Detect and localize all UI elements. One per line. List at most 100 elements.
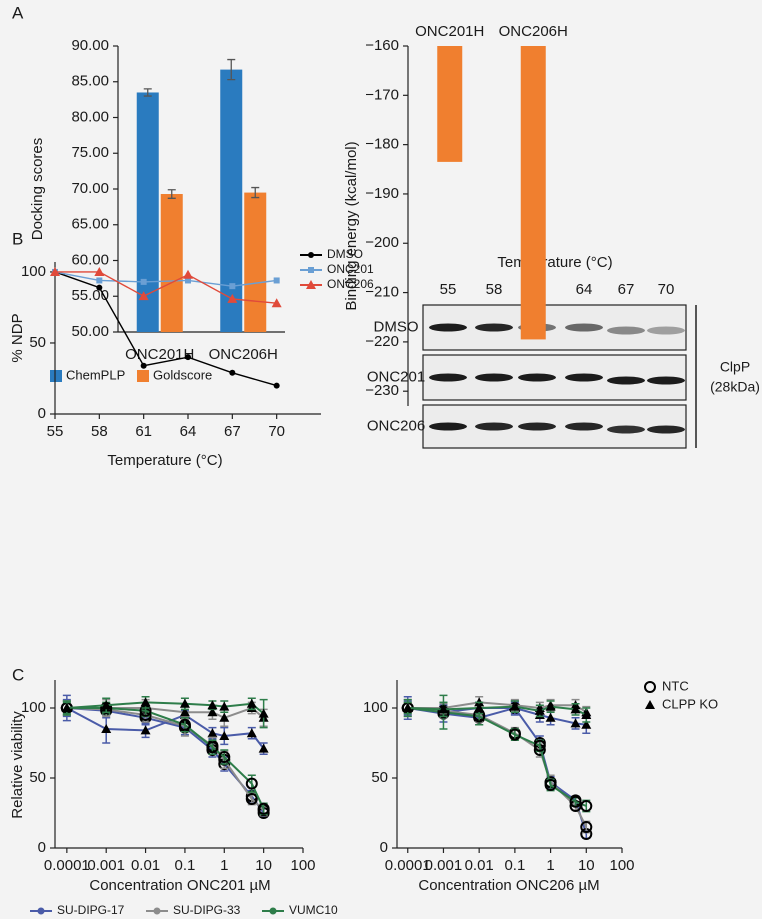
- y-axis-label: Relative viability: [9, 711, 26, 819]
- legend-marker: [153, 907, 161, 915]
- y-tick-label: 0: [38, 839, 46, 856]
- lane-label: 67: [618, 281, 635, 298]
- legend-label: SU-DIPG-17: [57, 903, 125, 917]
- y-tick-label: −170: [365, 86, 399, 103]
- band: [565, 422, 603, 431]
- y-axis-label: Docking scores: [29, 138, 46, 241]
- band: [607, 326, 645, 335]
- x-tick-label: 0.1: [174, 857, 195, 874]
- y-tick-label: 0: [38, 405, 46, 422]
- marker: [206, 741, 219, 754]
- x-tick-label: 100: [290, 857, 315, 874]
- marker: [273, 277, 280, 284]
- marker: [179, 698, 190, 708]
- marker: [245, 777, 258, 790]
- panel-letter: C: [12, 665, 24, 684]
- marker: [140, 278, 147, 285]
- marker: [570, 718, 581, 728]
- y-tick-label: 60.00: [71, 251, 109, 268]
- marker: [94, 266, 105, 276]
- marker: [246, 698, 257, 708]
- marker: [50, 266, 60, 276]
- x-tick-label: 100: [609, 857, 634, 874]
- band: [565, 323, 603, 332]
- series-line: [407, 707, 587, 807]
- y-tick-label: 50: [29, 334, 46, 351]
- marker: [219, 712, 230, 722]
- y-tick-label: 50.00: [71, 323, 109, 340]
- band: [565, 373, 603, 382]
- marker: [545, 701, 556, 711]
- marker: [229, 283, 236, 290]
- marker: [61, 703, 72, 712]
- y-tick-label: 55.00: [71, 287, 109, 304]
- legend-swatch: [137, 370, 149, 382]
- lane-label: 70: [658, 281, 675, 298]
- marker: [229, 369, 236, 376]
- marker: [178, 718, 191, 731]
- marker: [581, 719, 592, 729]
- lane-label: 55: [440, 281, 457, 298]
- band: [647, 326, 685, 335]
- x-axis-label: Concentration ONC201 µM: [89, 877, 270, 894]
- bar: [520, 46, 546, 340]
- legend-label: SU-DIPG-33: [173, 903, 241, 917]
- blot-title: Temperature (°C): [497, 254, 612, 271]
- y-axis-label: Binding energy (kcal/mol): [343, 141, 360, 310]
- y-tick-label: −210: [365, 284, 399, 301]
- band: [607, 376, 645, 385]
- marker: [207, 728, 218, 738]
- band: [429, 323, 467, 332]
- error-bar: [227, 58, 236, 81]
- legend-swatch: [50, 370, 62, 382]
- x-tick-label: ONC201H: [415, 23, 484, 40]
- x-tick-label: ONC206H: [209, 346, 278, 363]
- y-tick-label: 70.00: [71, 180, 109, 197]
- series-line: [55, 271, 277, 304]
- legend-label: CLPP KO: [662, 696, 718, 711]
- marker: [306, 280, 316, 289]
- marker: [140, 725, 151, 735]
- marker: [185, 277, 191, 284]
- x-tick-label: 55: [47, 423, 64, 440]
- x-tick-label: 64: [180, 423, 197, 440]
- error-bar: [251, 186, 260, 199]
- band: [475, 422, 513, 431]
- y-axis-label: % NDP: [9, 313, 26, 362]
- y-tick-label: −160: [365, 37, 399, 54]
- x-axis-label: Concentration ONC206 µM: [418, 877, 599, 894]
- y-tick-label: 100: [21, 699, 46, 716]
- y-tick-label: −180: [365, 136, 399, 153]
- x-tick-label: 58: [91, 423, 108, 440]
- y-tick-label: 85.00: [71, 73, 109, 90]
- series-line: [66, 701, 265, 715]
- series-line: [54, 271, 277, 387]
- x-tick-label: 0.1: [504, 857, 525, 874]
- y-tick-label: 100: [363, 699, 388, 716]
- marker: [257, 802, 270, 815]
- y-tick-label: −230: [365, 382, 399, 399]
- series-line: [66, 707, 265, 810]
- marker: [509, 701, 520, 711]
- marker: [533, 739, 546, 752]
- marker: [580, 821, 593, 833]
- marker: [140, 362, 147, 369]
- legend-label: ONC201: [327, 262, 374, 276]
- x-tick-label: ONC201H: [125, 346, 194, 363]
- marker: [474, 703, 485, 712]
- marker: [508, 728, 521, 741]
- band: [429, 373, 467, 382]
- marker: [183, 269, 193, 279]
- marker: [258, 743, 269, 753]
- panel-letter: B: [12, 229, 23, 248]
- x-tick-label: 61: [135, 423, 152, 440]
- x-tick-label: 0.001: [425, 857, 463, 874]
- x-tick-label: 0.0001: [44, 857, 90, 874]
- marker: [581, 710, 592, 719]
- marker: [207, 707, 218, 717]
- band: [475, 373, 513, 382]
- y-tick-label: −200: [365, 234, 399, 251]
- marker: [101, 700, 112, 710]
- marker: [101, 724, 112, 733]
